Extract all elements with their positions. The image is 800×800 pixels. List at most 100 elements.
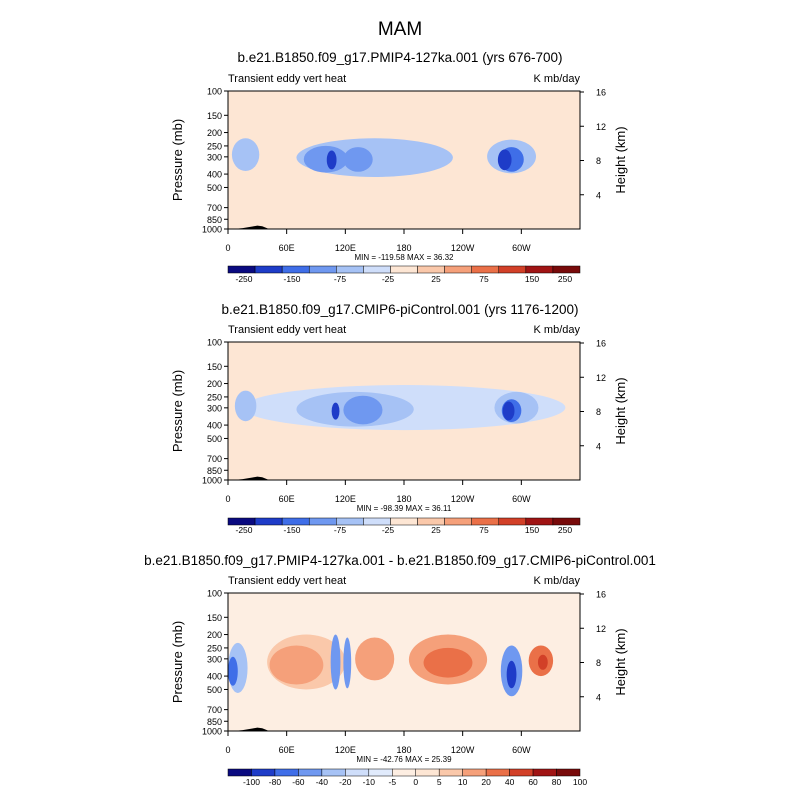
contour-region [497, 149, 512, 171]
x-tick-label: 120W [451, 745, 475, 755]
colorbar-label: -150 [283, 274, 300, 284]
y-tick-label: 700 [207, 454, 222, 464]
colorbar-label: 25 [431, 525, 441, 535]
colorbar-label: 75 [479, 274, 489, 284]
colorbar-box [498, 265, 527, 274]
y-tick-label: 150 [207, 362, 222, 372]
colorbar-label: -25 [382, 525, 395, 535]
contour-region [343, 637, 352, 689]
colorbar-label: -250 [235, 274, 252, 284]
colorbar-box [552, 265, 581, 274]
contour-region [231, 138, 260, 172]
contour-region [303, 145, 348, 173]
y-axis-label: Pressure (mb) [170, 621, 185, 703]
figure-title: MAM [378, 19, 422, 40]
colorbar-box [298, 768, 323, 777]
y2-axis-label: Height (km) [613, 628, 628, 695]
x-tick-label: 60E [279, 745, 295, 755]
contour-region [234, 390, 257, 422]
colorbar-label: 250 [558, 274, 572, 284]
y-tick-label: 200 [207, 128, 222, 138]
colorbar-box [281, 517, 310, 526]
colorbar-label: 25 [431, 274, 441, 284]
contour-region [355, 637, 395, 681]
colorbar-box [415, 768, 440, 777]
y-tick-label: 200 [207, 630, 222, 640]
colorbar-box [462, 768, 487, 777]
topography [232, 476, 270, 480]
topography [232, 225, 270, 229]
contour-region [506, 660, 517, 689]
y2-axis-label: Height (km) [613, 126, 628, 193]
colorbar-box [417, 517, 445, 526]
y-tick-label: 300 [207, 403, 222, 413]
x-tick-label: 0 [225, 745, 230, 755]
colorbar-box [336, 517, 364, 526]
y2-tick-label: 12 [596, 624, 606, 634]
colorbar-box [471, 517, 500, 526]
colorbar-label: 250 [558, 525, 572, 535]
units-label: K mb/day [534, 73, 581, 85]
colorbar-label: 100 [573, 777, 587, 787]
y2-tick-label: 4 [596, 441, 601, 451]
panel-1: b.e21.B1850.f09_g17.PMIP4-127ka.001 (yrs… [170, 50, 628, 284]
y-tick-label: 100 [207, 589, 222, 599]
y-tick-label: 850 [207, 466, 222, 476]
contour-region [228, 656, 238, 686]
colorbar-label: -75 [334, 274, 347, 284]
y-tick-label: 500 [207, 685, 222, 695]
y-tick-label: 250 [207, 643, 222, 653]
colorbar-label: -40 [316, 777, 329, 787]
y-axis-label: Pressure (mb) [170, 119, 185, 201]
y-tick-label: 500 [207, 183, 222, 193]
colorbar-label: 40 [505, 777, 515, 787]
contour-region [502, 401, 515, 421]
y-tick-label: 300 [207, 654, 222, 664]
y-tick-label: 700 [207, 705, 222, 715]
colorbar-label: 150 [525, 525, 539, 535]
left-label: Transient eddy vert heat [228, 575, 346, 587]
contour-region [326, 150, 337, 170]
colorbar-box [368, 768, 393, 777]
y2-tick-label: 4 [596, 190, 601, 200]
panel-title: b.e21.B1850.f09_g17.CMIP6-piControl.001 … [222, 302, 579, 317]
min-max-stats: MIN = -98.39 MAX = 36.11 [357, 504, 452, 513]
y-tick-label: 400 [207, 170, 222, 180]
contour-region [343, 147, 373, 172]
y2-tick-label: 12 [596, 122, 606, 132]
colorbar-label: 0 [413, 777, 418, 787]
y-tick-label: 1000 [202, 727, 222, 737]
colorbar-label: -20 [339, 777, 352, 787]
colorbar-label: -100 [243, 777, 260, 787]
colorbar-box [254, 517, 283, 526]
colorbar-label: 75 [479, 525, 489, 535]
colorbar-label: -60 [292, 777, 305, 787]
colorbar-box [390, 265, 418, 274]
min-max-stats: MIN = -119.58 MAX = 36.32 [354, 253, 454, 262]
y-tick-label: 100 [207, 87, 222, 97]
colorbar-box [363, 265, 391, 274]
panel-2: b.e21.B1850.f09_g17.CMIP6-piControl.001 … [170, 302, 628, 535]
y-tick-label: 1000 [202, 225, 222, 235]
colorbar-box [556, 768, 581, 777]
units-label: K mb/day [534, 324, 581, 336]
colorbar-box [308, 265, 337, 274]
colorbar-box [254, 265, 283, 274]
topography [232, 727, 270, 731]
colorbar-label: -250 [235, 525, 252, 535]
colorbar-box [308, 517, 337, 526]
x-tick-label: 120W [451, 494, 475, 504]
y-tick-label: 250 [207, 392, 222, 402]
colorbar-box [525, 517, 554, 526]
x-tick-label: 180 [396, 494, 411, 504]
plot-area [228, 593, 580, 731]
x-tick-label: 180 [396, 243, 411, 253]
y2-tick-label: 16 [596, 590, 606, 600]
y2-tick-label: 8 [596, 658, 601, 668]
colorbar-box [509, 768, 534, 777]
x-tick-label: 0 [225, 494, 230, 504]
colorbar-box [227, 768, 252, 777]
y-axis-label: Pressure (mb) [170, 370, 185, 452]
colorbar-label: 10 [458, 777, 468, 787]
x-tick-label: 60W [512, 494, 531, 504]
